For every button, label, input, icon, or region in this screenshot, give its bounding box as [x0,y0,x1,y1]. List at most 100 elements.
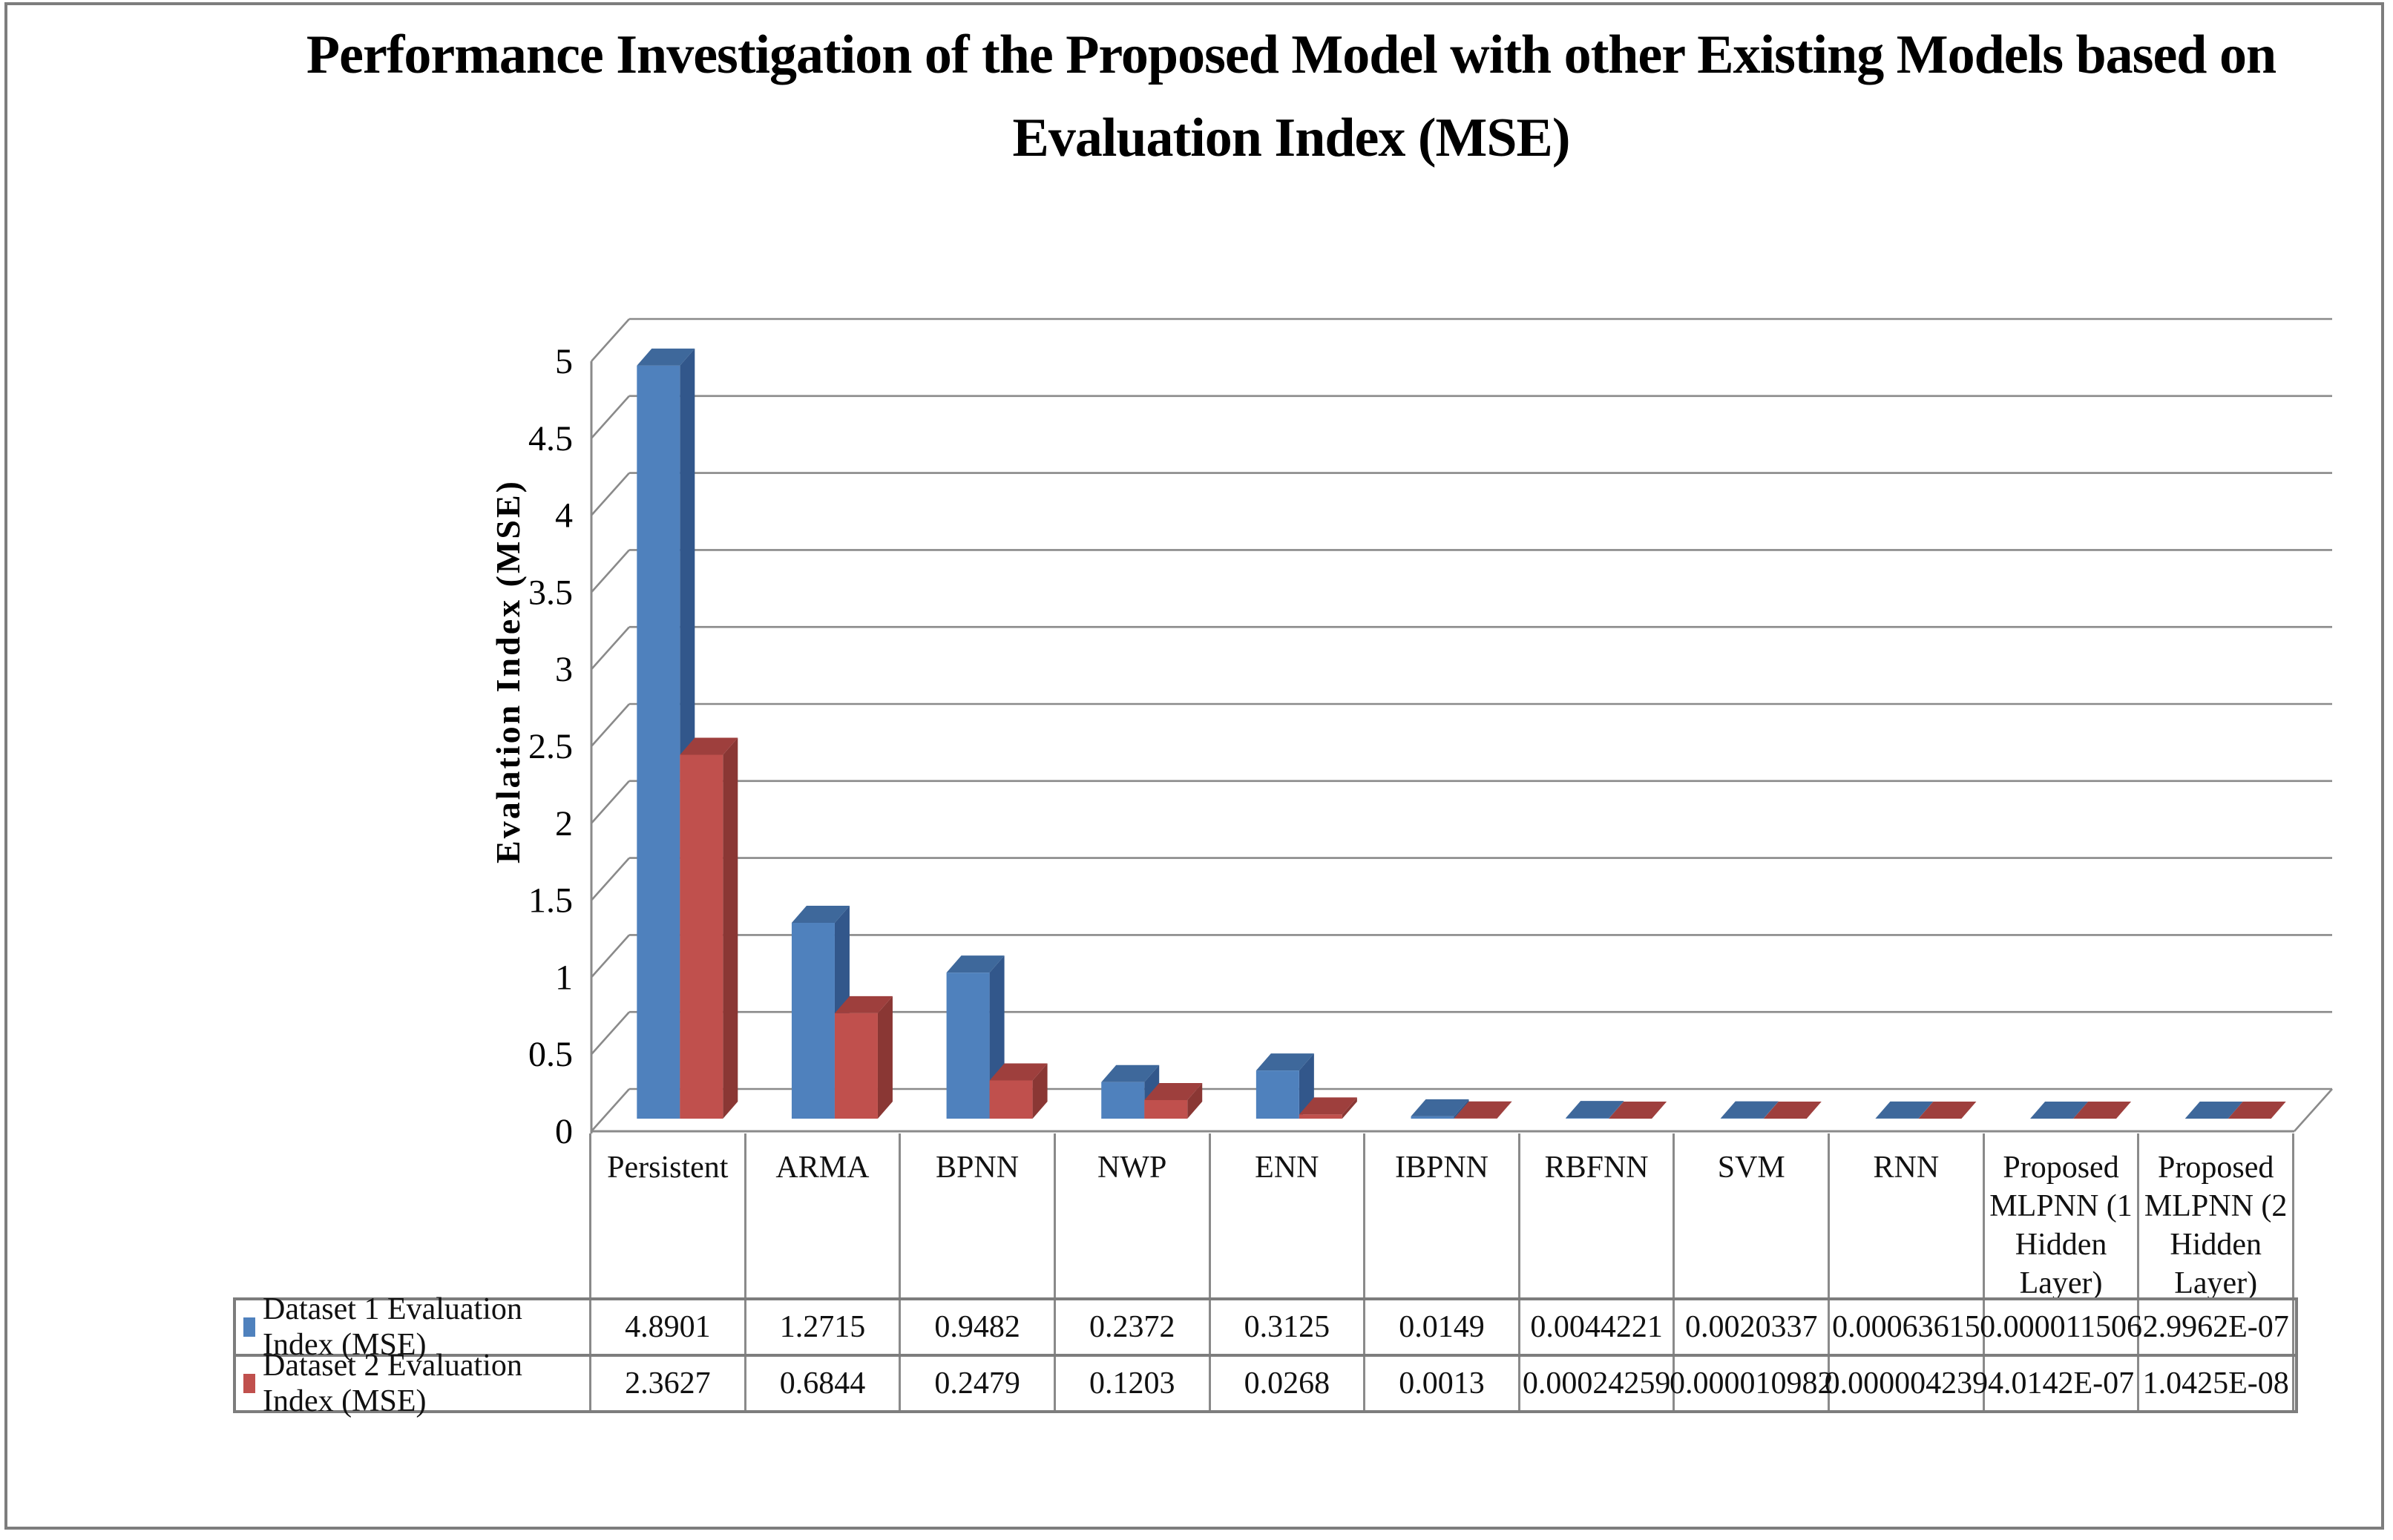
gridline-depth-connector [591,934,630,978]
bar-top-face [1875,1101,1934,1119]
bar-series2-proposed-mlpnn-2-hidden-layer- [2228,1102,2286,1119]
category-header-1: Persistent [591,1133,746,1299]
bar-top-face [834,996,893,1013]
category-header-10: Proposed MLPNN (1 Hidden Layer) [1985,1133,2140,1300]
table-value-s2-c6: 0.0013 [1365,1357,1520,1410]
gridline-depth-connector [591,472,630,516]
bar-side-face [1652,1101,1667,1119]
bar-side-face [1342,1097,1357,1119]
bar-front-face [989,1080,1033,1119]
y-tick-label: 4.5 [528,419,573,458]
bar-front-face [834,1013,878,1119]
bar-side-face [1609,1101,1624,1119]
bar-series2-rnn [1918,1101,1977,1119]
bar-series1-rbfnn [1566,1101,1624,1119]
bar-top-face [1144,1083,1203,1101]
legend-label-text: Dataset 1 Evaluation Index (MSE) [263,1292,522,1362]
bar-top-face [680,737,738,755]
bar-front-face [637,365,680,1119]
bar-front-face [1255,1070,1299,1119]
table-value-s1-c10: 0.000011506 [1980,1300,2142,1354]
y-tick-label: 1 [555,958,573,997]
table-value-s2-c2: 0.6844 [746,1357,902,1410]
bar-series2-enn [1299,1097,1357,1119]
legend-row-label-1: Dataset 1 Evaluation Index (MSE) [236,1292,591,1362]
bar-side-face [1454,1099,1469,1119]
table-value-s1-c11: 2.9962E-07 [2139,1300,2294,1354]
bar-side-face [1918,1101,1934,1119]
bar-front-face [1144,1100,1188,1119]
figure-border [4,2,2384,1530]
bar-top-face [1299,1097,1357,1115]
bar-series2-persistent [680,737,738,1119]
legend-label-text: Dataset 2 Evaluation Index (MSE) [263,1349,522,1418]
bar-top-face [1101,1064,1160,1082]
bar-front-face [680,754,723,1119]
chart-title-line-2: Evaluation Index (MSE) [1012,108,1570,168]
table-value-s1-c2: 1.2715 [746,1300,902,1354]
bar-side-face [1497,1101,1512,1119]
bar-side-face [1806,1101,1822,1119]
gridline-depth-connector [591,780,630,824]
bar-series1-proposed-mlpnn-1-hidden-layer- [2030,1101,2089,1119]
gridline-depth-connector [591,857,630,901]
bar-front-face [1101,1082,1145,1119]
table-value-s2-c11: 1.0425E-08 [2139,1357,2294,1410]
y-tick-label: 0.5 [528,1035,573,1074]
bar-front-face [1411,1116,1454,1119]
legend-row-label-2: Dataset 2 Evaluation Index (MSE) [236,1349,591,1418]
category-header-7: RBFNN [1520,1133,1675,1299]
bar-series2-svm [1763,1101,1822,1119]
table-value-s2-c10: 4.0142E-07 [1985,1357,2140,1410]
bar-top-face [1454,1101,1512,1119]
category-header-8: SVM [1675,1133,1831,1299]
table-value-s2-c5: 0.0268 [1211,1357,1366,1410]
category-header-row [589,1133,2297,1299]
category-header-5: ENN [1211,1133,1366,1299]
bar-series2-arma [834,996,893,1119]
bar-top-face [791,906,850,924]
chart-title: Performance Investigation of the Propose… [237,13,2345,180]
table-value-s1-c8: 0.0020337 [1675,1300,1831,1354]
bar-side-face [723,737,738,1119]
bar-series1-enn [1255,1053,1314,1119]
gridline-depth-connector [591,1011,630,1056]
category-header-9: RNN [1830,1133,1985,1299]
bar-front-face [1566,1118,1609,1119]
bar-series2-proposed-mlpnn-1-hidden-layer- [2073,1101,2132,1119]
table-value-s2-c4: 0.1203 [1056,1357,1211,1410]
bar-top-face [637,348,695,366]
floor-right-edge [2294,1088,2333,1132]
bar-top-face [989,1063,1048,1081]
chart-title-line-1: Performance Investigation of the Propose… [306,24,2277,85]
bar-top-face [1763,1101,1822,1119]
y-tick-label: 5 [555,342,573,381]
bar-top-face [2184,1101,2243,1119]
bar-top-face [1609,1101,1667,1119]
category-header-6: IBPNN [1365,1133,1520,1299]
bar-series1-rnn [1875,1101,1934,1119]
bar-series1-svm [1720,1101,1779,1119]
gridline-depth-connector [591,703,630,747]
category-header-2: ARMA [746,1133,902,1299]
bar-side-face [1961,1101,1977,1119]
bar-top-face [946,955,1005,973]
category-header-3: BPNN [901,1133,1056,1299]
table-value-s2-c7: 0.00024259 [1520,1357,1675,1410]
category-header-4: NWP [1056,1133,1211,1299]
bar-side-face [877,996,893,1119]
y-tick-label: 4 [555,496,573,536]
bar-side-face [1187,1083,1203,1119]
table-value-s1-c9: 0.00063615 [1830,1300,1985,1354]
table-row-separator [236,1354,2295,1357]
category-header-11: Proposed MLPNN (2 Hidden Layer) [2139,1133,2294,1300]
table-value-s1-c3: 0.9482 [901,1300,1056,1354]
bar-front-face [946,973,990,1119]
table-value-s1-c5: 0.3125 [1211,1300,1366,1354]
table-value-s1-c4: 0.2372 [1056,1300,1211,1354]
gridline-depth-connector [591,626,630,671]
y-tick-label: 1.5 [528,881,573,921]
y-axis-title: Evalation Index (MSE) [489,479,527,863]
table-value-s1-c1: 4.8901 [591,1300,746,1354]
